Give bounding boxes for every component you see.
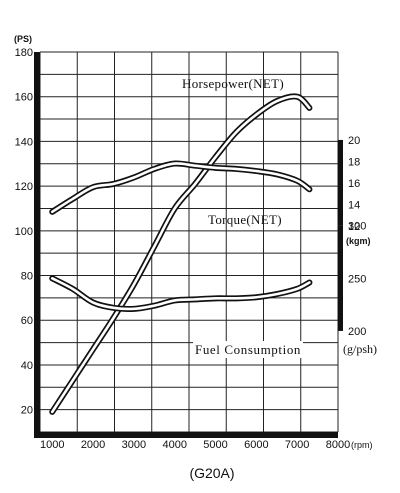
torque-series-line (50, 162, 311, 214)
horsepower-axis-unit: (PS) (14, 34, 32, 44)
torque-tick-label: 20 (348, 135, 360, 147)
rpm-tick-label: 4000 (162, 439, 186, 451)
horsepower-series-label: Horsepower(NET) (182, 76, 284, 91)
fuel-series-outline (49, 275, 313, 312)
fuel-series-line (50, 277, 311, 311)
horsepower-tick-label: 40 (21, 360, 33, 372)
rpm-axis-unit: (rpm) (351, 440, 373, 450)
horsepower-tick-label: 20 (21, 405, 33, 417)
torque-tick-label: 14 (348, 199, 360, 211)
bottom-axis-bar (34, 432, 338, 438)
rpm-tick-label: 3000 (122, 439, 146, 451)
fuel-tick-label: 250 (348, 273, 366, 285)
left-axis-bar (34, 52, 40, 438)
fuel-label-background (193, 341, 304, 358)
horsepower-tick-label: 80 (21, 271, 33, 283)
torque-tick-label: 12 (348, 221, 360, 233)
fuel-axis-bar (338, 225, 343, 331)
chart-series-lines (49, 93, 313, 415)
horsepower-tick-label: 100 (15, 226, 33, 238)
rpm-tick-label: 6000 (244, 439, 268, 451)
horsepower-tick-label: 120 (15, 181, 33, 193)
rpm-tick-label: 7000 (285, 439, 309, 451)
rpm-tick-label: 5000 (203, 439, 227, 451)
torque-series-label: Torque(NET) (208, 212, 282, 227)
horsepower-tick-label: 180 (15, 47, 33, 59)
fuel-axis-unit: (g/psh) (343, 342, 377, 356)
rpm-tick-label: 2000 (81, 439, 105, 451)
chart-text-labels: (PS) 20 40 60 80 100 120 140 160 180 1000 2000 3000 4… (14, 34, 377, 481)
horsepower-series-line (50, 95, 311, 414)
horsepower-tick-label: 140 (15, 136, 33, 148)
fuel-tick-label: 300 (348, 221, 366, 233)
rpm-tick-label: 8000 (326, 439, 350, 451)
torque-tick-label: 16 (348, 178, 360, 190)
torque-tick-label: 18 (348, 156, 360, 168)
chart-grid (34, 51, 343, 438)
fuel-series-label: Fuel Consumption (195, 342, 301, 357)
horsepower-tick-label: 160 (15, 92, 33, 104)
chart-caption: (G20A) (189, 465, 234, 481)
torque-axis-bar (338, 139, 343, 226)
fuel-tick-label: 200 (348, 326, 366, 338)
torque-axis-unit: (kgm) (346, 236, 371, 246)
rpm-tick-label: 1000 (40, 439, 64, 451)
horsepower-tick-label: 60 (21, 315, 33, 327)
